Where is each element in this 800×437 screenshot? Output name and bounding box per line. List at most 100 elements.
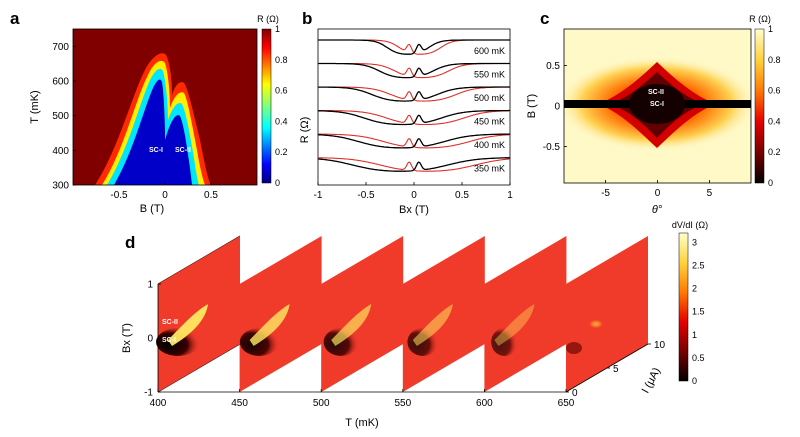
panel-d-slice-4 [484,236,567,392]
panel-b-traces: 600 mK 550 mK 500 mK 450 mK 400 mK 350 mK [317,39,511,174]
panel-d-slice-0 [156,236,240,392]
panel-d-slice-ridge-0 [168,304,208,346]
panel-d-colorbar-label: dV/dI (Ω) [672,220,708,230]
panel-b-trace-black-1 [318,62,510,79]
panel-a-anno-sc1: SC-I [149,147,163,154]
panel-c-ytick-0: -0.5 [543,142,561,153]
panel-a-cbar-tick-0: 0 [275,178,280,188]
panel-a-cbar-tick-3: 0.6 [275,86,288,96]
panel-a: a SC-I SC-II -0.5 0 0.5 300 400 500 600 700 B (… [10,9,288,215]
panel-b-series-label-0: 600 mK [474,46,505,56]
panel-d-slice-ridge-2 [331,304,372,346]
panel-a-axes: -0.5 0 0.5 300 400 500 600 700 [52,42,218,201]
panel-b-xtick-4: 1 [507,190,513,201]
panel-d-cbar-tick-2: 1 [692,330,697,340]
panel-d-colorbar [678,232,689,382]
panel-a-ytick-2: 500 [52,111,69,122]
panel-b-xtick-1: -0.5 [357,190,375,201]
panel-b-axes: -1 -0.5 0 0.5 1 [314,182,513,201]
panel-d-cbar-tick-1: 0.5 [692,353,705,363]
panel-a-ytick-0: 300 [52,181,69,192]
panel-a-colorbar [261,28,272,184]
panel-d-slice-dark-5 [566,342,582,354]
panel-b-ylabel: R (Ω) [299,117,311,144]
panel-a-cbar-tick-1: 0.2 [275,147,288,157]
panel-a-xlabel: B (T) [140,203,164,215]
panel-d-cbar-tick-6: 3 [692,237,697,247]
panel-d-slice-ridge-3 [412,304,453,346]
panel-d-slice-5 [566,236,648,392]
panel-b-series-label-2: 500 mK [474,93,505,103]
panel-a-cbar-tick-2: 0.4 [275,116,288,126]
panel-d-cbar-tick-5: 2.5 [692,260,705,270]
panel-d-xtick-3: 550 [394,398,411,409]
panel-d-ztick-2: 10 [654,340,666,351]
panel-d-slice-3 [402,236,485,392]
panel-c-anno-sc2: SC-II [648,89,664,96]
panel-c-ytick-1: 0 [554,102,560,113]
panel-b-trace-black-4 [317,133,510,149]
panel-a-xtick-1: 0 [162,190,168,201]
panel-b-series-label-3: 450 mK [474,117,505,127]
panel-d-ylabel: Bx (T) [121,323,133,353]
panel-a-xtick-0: -0.5 [110,190,128,201]
panel-d-slice-2 [321,236,404,392]
panel-d-slice-ridge-5 [588,319,604,329]
panel-d-xtick-0: 400 [150,398,167,409]
panel-b-xlabel: Bx (T) [399,204,429,216]
panel-d-slices [156,236,648,392]
panel-c-anno-sc1: SC-I [650,101,664,108]
panel-d-slice-1 [239,236,322,392]
panel-d-ytick-0: -1 [144,388,153,399]
panel-b-trace-black-3 [318,109,510,126]
panel-d-xtick-2: 500 [313,398,330,409]
panel-b-xtick-2: 0 [411,190,417,201]
panel-c-cbar-tick-5: 1 [768,24,773,34]
panel-a-ylabel: T (mK) [29,90,41,123]
panel-d-xlabel: T (mK) [345,417,378,429]
panel-a-anno-sc2: SC-II [175,147,191,154]
panel-d-anno-sc1: SC-I [162,337,176,344]
panel-d-cbar-tick-4: 2 [692,284,697,294]
panel-c-cbar-tick-1: 0.2 [768,147,781,157]
panel-c-colorbar-label: R (Ω) [749,14,771,24]
panel-a-colorbar-label: R (Ω) [257,14,279,24]
panel-b-series-label-4: 400 mK [474,140,505,150]
panel-c-colorbar-ticks: 0 0.2 0.4 0.6 0.8 1 [768,24,781,188]
panel-c-heatmap [564,29,751,183]
panel-d-colorbar-ticks: 0 0.5 1 1.5 2 2.5 3 [692,237,705,386]
panel-c-ylabel: B (T) [526,94,538,118]
panel-a-cbar-tick-5: 1 [275,24,280,34]
panel-b: b 600 mK 550 mK 500 mK 450 mK 400 mK 350 mK -… [299,9,513,216]
panel-c-ytick-2: 0.5 [546,61,560,72]
panel-d-ztick-1: 5 [613,364,619,375]
panel-b-trace-black-2 [318,86,510,102]
panel-c-cbar-tick-0: 0 [768,178,773,188]
panel-a-sc-dome [114,79,192,185]
panel-d-ytick-1: 0 [147,334,153,345]
panel-c-axes: -5 0 5 -0.5 0 0.5 [543,61,713,199]
panel-b-xtick-3: 0.5 [455,190,469,201]
panel-a-ytick-3: 600 [52,77,69,88]
panel-a-xtick-2: 0.5 [204,190,218,201]
panel-d-letter: d [125,233,135,252]
panel-b-trace-black-5 [317,157,510,172]
panel-a-ytick-4: 700 [52,42,69,53]
panel-d-cbar-tick-3: 1.5 [692,307,705,317]
panel-c-cbar-tick-4: 0.8 [768,55,781,65]
panel-c-xlabel: θ° [652,204,663,216]
panel-d-zlabel: I (μA) [640,366,663,396]
panel-d-slice-ridge-4 [494,304,535,346]
panel-b-series-label-1: 550 mK [474,70,505,80]
panel-d-slice-dark-4 [491,328,518,356]
panel-c-core [629,84,685,124]
panel-d-xtick-5: 650 [558,398,575,409]
panel-d-ytick-2: 1 [147,280,153,291]
panel-d-slice-bg-5 [566,236,648,392]
panel-b-series-label-5: 350 mK [474,164,505,174]
panel-d-xtick-1: 450 [231,398,248,409]
panel-c-xtick-0: -5 [601,188,610,199]
panel-c-letter: c [540,9,549,28]
